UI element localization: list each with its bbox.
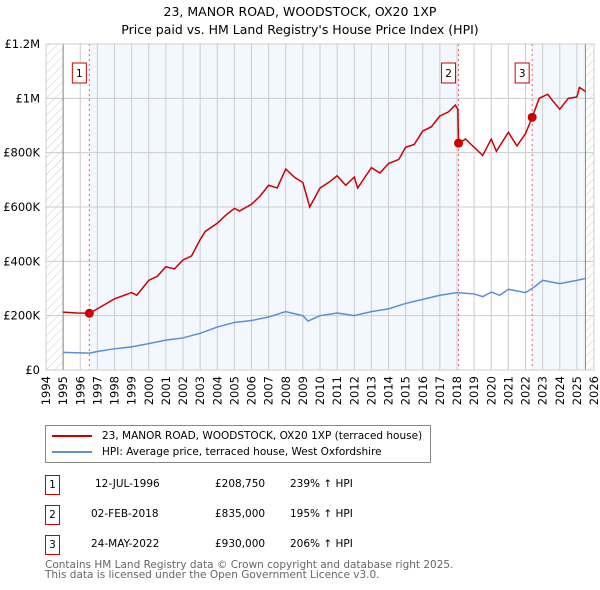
sale-point xyxy=(84,308,94,318)
y-tick-label: £800K xyxy=(3,146,40,160)
sale-label-box xyxy=(71,62,87,84)
x-tick-label: 2026 xyxy=(587,376,600,405)
sale-price: £835,000 xyxy=(215,508,266,520)
sale-marker-box: 3 xyxy=(45,535,60,555)
sale-date: 24-MAY-2022 xyxy=(91,538,160,550)
sale-label: 1 xyxy=(76,68,83,80)
sale-date: 02-FEB-2018 xyxy=(91,508,159,520)
x-tick-label: 2006 xyxy=(245,376,259,405)
series-line xyxy=(63,86,586,315)
x-tick-label: 2013 xyxy=(364,376,378,405)
legend-label: HPI: Average price, terraced house, West… xyxy=(102,446,382,458)
x-tick-label: 2023 xyxy=(536,376,550,405)
x-tick-label: 2016 xyxy=(416,376,430,405)
x-tick-label: 2008 xyxy=(279,376,293,405)
x-tick-label: 2005 xyxy=(227,376,241,405)
sale-label-box xyxy=(514,62,530,84)
x-tick-label: 2025 xyxy=(570,376,584,405)
x-tick-label: 2015 xyxy=(399,376,413,405)
sale-price: £208,750 xyxy=(215,478,266,490)
x-tick-label: 2001 xyxy=(159,376,173,405)
footer-line: This data is licensed under the Open Gov… xyxy=(45,569,380,581)
sale-point xyxy=(454,138,464,148)
x-tick-label: 2009 xyxy=(296,376,310,405)
chart-subtitle: Price paid vs. HM Land Registry's House … xyxy=(121,22,479,37)
sale-marker-box: 1 xyxy=(45,475,60,495)
x-tick-label: 1994 xyxy=(39,376,53,405)
x-tick-label: 2020 xyxy=(484,376,498,405)
x-tick-label: 2011 xyxy=(330,376,344,405)
x-tick-label: 1999 xyxy=(125,376,139,405)
chart-title: 23, MANOR ROAD, WOODSTOCK, OX20 1XP xyxy=(163,4,437,19)
x-tick-label: 2018 xyxy=(450,376,464,405)
legend-label: 23, MANOR ROAD, WOODSTOCK, OX20 1XP (ter… xyxy=(102,430,423,442)
sale-label: 2 xyxy=(445,68,452,80)
legend: 23, MANOR ROAD, WOODSTOCK, OX20 1XP (ter… xyxy=(45,425,431,463)
legend-item-hpi: HPI: Average price, terraced house, West… xyxy=(46,444,382,460)
footer-line: Contains HM Land Registry data © Crown c… xyxy=(45,559,454,571)
series-line xyxy=(63,277,586,354)
x-tick-label: 2021 xyxy=(501,376,515,405)
y-tick-label: £400K xyxy=(3,254,40,268)
sale-date: 12-JUL-1996 xyxy=(95,478,160,490)
y-tick-label: £1.2M xyxy=(4,37,40,51)
x-tick-label: 1995 xyxy=(56,376,70,405)
sale-hpi-change: 195% ↑ HPI xyxy=(290,508,353,520)
y-tick-label: £200K xyxy=(3,309,40,323)
y-tick-label: £0 xyxy=(25,363,40,377)
x-tick-label: 2003 xyxy=(193,376,207,405)
sale-hpi-change: 206% ↑ HPI xyxy=(290,538,353,550)
sale-label-box xyxy=(441,62,457,84)
sale-hpi-change: 239% ↑ HPI xyxy=(290,478,353,490)
plot-border xyxy=(45,43,595,371)
legend-item-property: 23, MANOR ROAD, WOODSTOCK, OX20 1XP (ter… xyxy=(46,428,422,444)
sale-price: £930,000 xyxy=(215,538,266,550)
x-tick-label: 1996 xyxy=(73,376,87,405)
sale-point xyxy=(527,112,537,122)
x-tick-label: 2012 xyxy=(347,376,361,405)
plot-area: 1994 1995 1996 1997 1998 1999 2000 2001 2002 2003… xyxy=(3,37,600,405)
x-tick-label: 1998 xyxy=(108,376,122,405)
sale-label: 3 xyxy=(519,68,526,80)
x-tick-label: 2004 xyxy=(210,376,224,405)
x-tick-label: 2024 xyxy=(553,376,567,405)
x-tick-label: 2022 xyxy=(519,376,533,405)
x-tick-label: 2017 xyxy=(433,376,447,405)
x-tick-label: 2000 xyxy=(142,376,156,405)
x-tick-label: 2010 xyxy=(313,376,327,405)
sale-marker-box: 2 xyxy=(45,505,60,525)
x-tick-label: 2007 xyxy=(262,376,276,405)
x-tick-label: 2019 xyxy=(467,376,481,405)
y-tick-label: £1M xyxy=(15,91,40,105)
x-tick-label: 2014 xyxy=(382,376,396,405)
footer: Contains HM Land Registry data © Crown c… xyxy=(45,559,454,581)
x-tick-label: 1997 xyxy=(90,376,104,405)
y-tick-label: £600K xyxy=(3,200,40,214)
x-tick-label: 2002 xyxy=(176,376,190,405)
